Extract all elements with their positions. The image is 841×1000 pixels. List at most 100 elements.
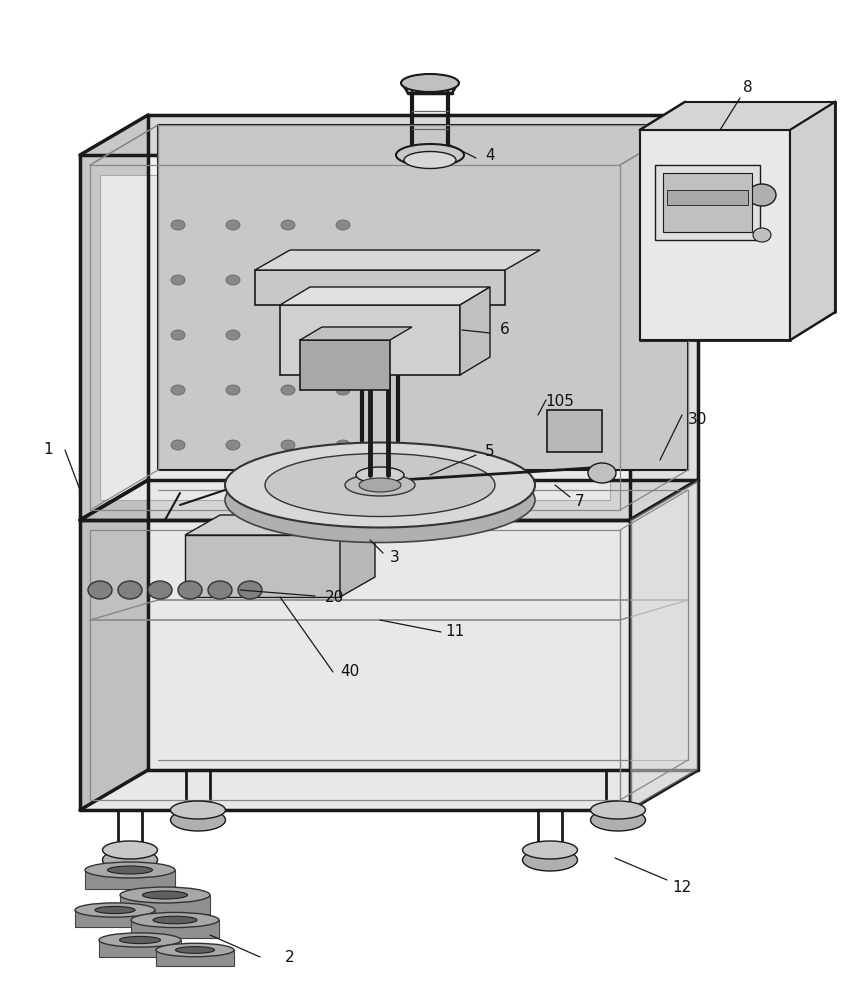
Polygon shape — [630, 480, 698, 810]
Polygon shape — [185, 535, 340, 597]
Ellipse shape — [336, 440, 350, 450]
Ellipse shape — [225, 442, 535, 528]
Ellipse shape — [171, 440, 185, 450]
Polygon shape — [640, 102, 835, 130]
Polygon shape — [80, 480, 148, 810]
Ellipse shape — [108, 866, 152, 874]
Ellipse shape — [171, 220, 185, 230]
Polygon shape — [80, 520, 630, 810]
Ellipse shape — [118, 581, 142, 599]
Ellipse shape — [153, 916, 197, 924]
Polygon shape — [630, 115, 698, 520]
Ellipse shape — [359, 478, 401, 492]
Polygon shape — [340, 515, 375, 597]
Ellipse shape — [590, 809, 646, 831]
Ellipse shape — [225, 458, 535, 542]
Ellipse shape — [396, 144, 464, 166]
Text: 20: 20 — [325, 590, 345, 605]
Text: 11: 11 — [446, 624, 464, 640]
Polygon shape — [300, 327, 412, 340]
Ellipse shape — [226, 385, 240, 395]
Ellipse shape — [522, 841, 578, 859]
Ellipse shape — [171, 275, 185, 285]
Ellipse shape — [142, 891, 188, 899]
Text: 4: 4 — [485, 147, 495, 162]
Ellipse shape — [404, 151, 456, 168]
Ellipse shape — [88, 581, 112, 599]
Text: 3: 3 — [390, 550, 399, 566]
Polygon shape — [547, 410, 602, 452]
Polygon shape — [667, 190, 748, 205]
Ellipse shape — [336, 275, 350, 285]
Ellipse shape — [226, 330, 240, 340]
Ellipse shape — [356, 467, 404, 483]
Polygon shape — [100, 175, 610, 500]
Ellipse shape — [336, 385, 350, 395]
Text: 105: 105 — [546, 394, 574, 410]
Ellipse shape — [336, 220, 350, 230]
Ellipse shape — [226, 220, 240, 230]
Text: 12: 12 — [672, 880, 691, 896]
Polygon shape — [80, 155, 630, 520]
Ellipse shape — [103, 841, 157, 859]
Ellipse shape — [75, 903, 155, 917]
Ellipse shape — [265, 454, 495, 516]
Text: 7: 7 — [575, 494, 584, 510]
Ellipse shape — [345, 474, 415, 496]
Ellipse shape — [281, 220, 295, 230]
Polygon shape — [655, 165, 760, 240]
Ellipse shape — [171, 330, 185, 340]
Polygon shape — [185, 515, 375, 535]
Ellipse shape — [281, 275, 295, 285]
Ellipse shape — [226, 440, 240, 450]
Polygon shape — [300, 340, 390, 390]
Polygon shape — [75, 910, 155, 927]
Text: 30: 30 — [688, 412, 707, 428]
Polygon shape — [85, 870, 175, 889]
Ellipse shape — [171, 809, 225, 831]
Ellipse shape — [281, 385, 295, 395]
Ellipse shape — [753, 228, 771, 242]
Polygon shape — [630, 480, 698, 810]
Text: 6: 6 — [500, 322, 510, 338]
Polygon shape — [156, 950, 234, 966]
Ellipse shape — [522, 849, 578, 871]
Polygon shape — [131, 920, 219, 938]
Polygon shape — [158, 125, 688, 470]
Polygon shape — [80, 115, 148, 520]
Ellipse shape — [226, 275, 240, 285]
Polygon shape — [280, 305, 460, 375]
Ellipse shape — [148, 581, 172, 599]
Ellipse shape — [131, 912, 219, 928]
Polygon shape — [80, 115, 698, 155]
Ellipse shape — [748, 184, 776, 206]
Ellipse shape — [208, 581, 232, 599]
Ellipse shape — [103, 849, 157, 871]
Ellipse shape — [119, 936, 161, 944]
Ellipse shape — [120, 887, 210, 903]
Ellipse shape — [99, 933, 181, 947]
Polygon shape — [790, 102, 835, 340]
Polygon shape — [255, 270, 505, 305]
Text: 40: 40 — [341, 664, 360, 680]
Ellipse shape — [281, 330, 295, 340]
Ellipse shape — [401, 74, 459, 92]
Polygon shape — [80, 480, 698, 520]
Ellipse shape — [281, 440, 295, 450]
Ellipse shape — [176, 947, 214, 953]
Text: 1: 1 — [43, 442, 53, 458]
Polygon shape — [460, 287, 490, 375]
Polygon shape — [280, 287, 490, 305]
Ellipse shape — [178, 581, 202, 599]
Text: 2: 2 — [285, 950, 295, 964]
Text: 8: 8 — [743, 81, 753, 96]
Text: 5: 5 — [485, 444, 495, 460]
Polygon shape — [663, 173, 752, 232]
Ellipse shape — [171, 385, 185, 395]
Ellipse shape — [171, 801, 225, 819]
Ellipse shape — [85, 862, 175, 878]
Ellipse shape — [590, 801, 646, 819]
Polygon shape — [640, 130, 790, 340]
Ellipse shape — [95, 906, 135, 914]
Ellipse shape — [156, 943, 234, 957]
